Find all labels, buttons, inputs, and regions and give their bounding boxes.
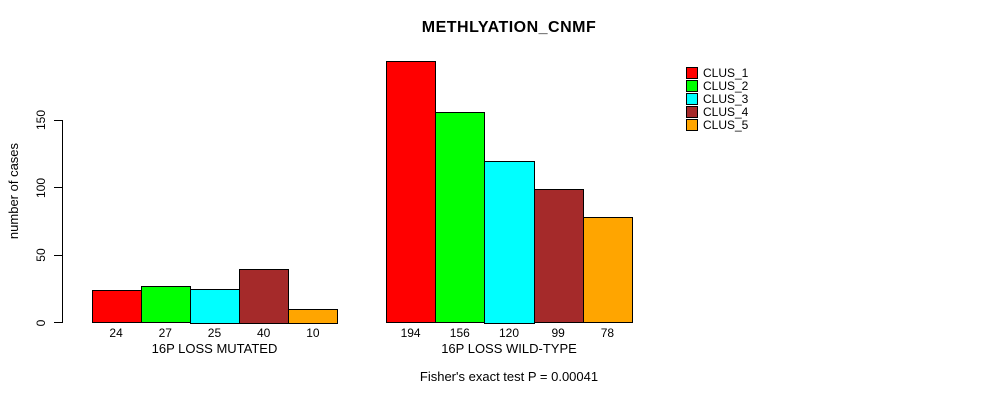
bar-clus_1-group1 xyxy=(91,290,142,324)
bar-value-label: 78 xyxy=(600,326,615,340)
y-axis-tick xyxy=(54,187,62,188)
bar-clus_5-group2 xyxy=(582,217,633,324)
bar-value-label: 24 xyxy=(109,326,123,340)
bar-clus_2-group1 xyxy=(140,286,191,324)
y-axis-tick xyxy=(54,322,62,323)
y-axis-tick xyxy=(54,254,62,256)
y-axis-tick-label: 0 xyxy=(34,319,48,326)
bar-value-label: 194 xyxy=(400,326,421,340)
legend-label: CLUS_4 xyxy=(703,105,749,119)
bar-value-label: 25 xyxy=(207,326,222,340)
group-label: 16P LOSS WILD-TYPE xyxy=(441,341,577,356)
bar-value-label: 40 xyxy=(257,326,271,340)
y-axis-line xyxy=(62,120,63,323)
y-axis-tick-label: 50 xyxy=(34,248,48,262)
bar-clus_4-group2 xyxy=(533,188,584,324)
y-axis-tick-label: 100 xyxy=(34,177,48,198)
bar-clus_5-group1 xyxy=(288,309,339,324)
bar-value-label: 10 xyxy=(306,326,320,340)
group-label: 16P LOSS MUTATED xyxy=(151,341,278,356)
legend-swatch-icon xyxy=(686,67,698,79)
legend-swatch-icon xyxy=(686,80,698,92)
bar-clus_1-group2 xyxy=(386,60,437,324)
bar-value-label: 156 xyxy=(449,326,470,340)
y-axis-tick xyxy=(54,119,62,121)
legend-swatch-icon xyxy=(686,119,698,131)
y-axis-label: number of cases xyxy=(6,142,21,240)
bar-clus_4-group1 xyxy=(239,268,290,324)
legend-swatch-icon xyxy=(686,93,698,105)
chart-footer-annotation: Fisher's exact test P = 0.00041 xyxy=(419,369,599,384)
legend-label: CLUS_5 xyxy=(703,118,749,132)
bar-value-label: 99 xyxy=(551,326,565,340)
legend-label: CLUS_1 xyxy=(703,66,749,80)
legend-label: CLUS_2 xyxy=(703,79,749,93)
legend-label: CLUS_3 xyxy=(703,92,749,106)
legend-swatch-icon xyxy=(686,106,698,118)
y-axis-tick-label: 150 xyxy=(34,109,48,131)
bar-clus_3-group1 xyxy=(189,288,241,324)
bar-value-label: 120 xyxy=(498,326,519,340)
bar-clus_3-group2 xyxy=(484,160,535,324)
bar-value-label: 27 xyxy=(158,326,172,340)
bar-clus_2-group2 xyxy=(435,111,486,324)
chart-title: METHLYATION_CNMF xyxy=(421,19,597,36)
